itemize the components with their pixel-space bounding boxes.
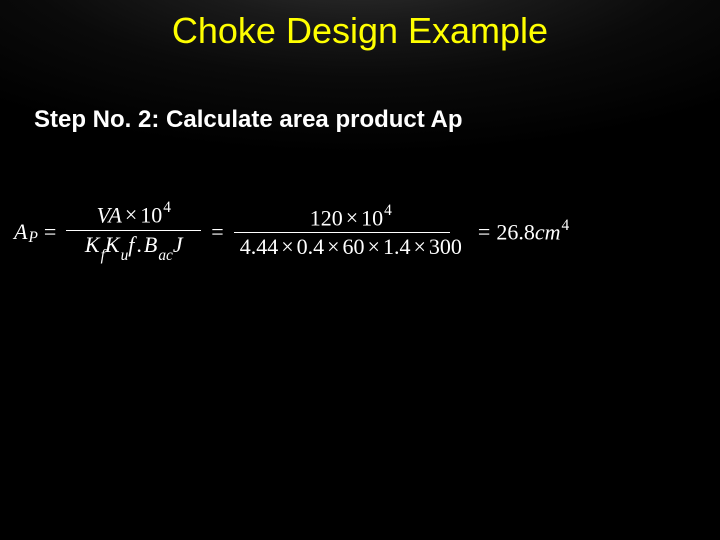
fraction-symbolic: VA×104 KfKuf.BacJ bbox=[66, 200, 201, 264]
lhs-sub-P: P bbox=[28, 229, 37, 247]
num-ten-1: 10 bbox=[140, 202, 162, 227]
den-mult-d: × bbox=[413, 234, 425, 259]
den-4.44: 4.44 bbox=[240, 234, 279, 259]
step-heading: Step No. 2: Calculate area product Ap bbox=[34, 106, 463, 134]
den-Kf-sub: f bbox=[101, 247, 105, 264]
num-120: 120 bbox=[310, 205, 343, 230]
den-0.4: 0.4 bbox=[297, 234, 325, 259]
den-mult-a: × bbox=[281, 234, 293, 259]
num-ten-2: 10 bbox=[361, 205, 383, 230]
num-VA: VA bbox=[97, 202, 122, 227]
equals-3: = bbox=[478, 219, 490, 245]
fraction-numeric: 120×104 4.44×0.4×60×1.4×300 bbox=[234, 203, 468, 262]
den-mult-c: × bbox=[368, 234, 380, 259]
equals-1: = bbox=[44, 219, 56, 245]
slide: Choke Design Example Step No. 2: Calcula… bbox=[0, 0, 720, 540]
den-J: J bbox=[173, 232, 183, 257]
lhs-symbol: AP bbox=[14, 219, 38, 245]
slide-title: Choke Design Example bbox=[0, 10, 720, 52]
lhs-A: A bbox=[14, 219, 27, 245]
equals-2: = bbox=[211, 219, 223, 245]
result-unit: cm bbox=[535, 220, 561, 245]
result: 26.8cm4 bbox=[496, 218, 569, 245]
result-value: 26.8 bbox=[496, 220, 535, 245]
equation: AP = VA×104 KfKuf.BacJ = 120×104 4. bbox=[14, 200, 569, 264]
den-Kf: K bbox=[85, 232, 100, 257]
frac1-denominator: KfKuf.BacJ bbox=[79, 231, 189, 264]
frac2-numerator: 120×104 bbox=[304, 203, 398, 233]
den-Ku-sub: u bbox=[121, 247, 129, 264]
den-Bac-sub: ac bbox=[158, 247, 173, 264]
num-mult-1: × bbox=[125, 202, 137, 227]
num-mult-2: × bbox=[346, 205, 358, 230]
num-exp-2: 4 bbox=[384, 202, 392, 219]
den-mult-b: × bbox=[327, 234, 339, 259]
frac2-denominator: 4.44×0.4×60×1.4×300 bbox=[234, 233, 468, 261]
den-60: 60 bbox=[343, 234, 365, 259]
num-exp-1: 4 bbox=[163, 199, 171, 216]
den-f: f bbox=[128, 232, 134, 257]
den-1.4: 1.4 bbox=[383, 234, 411, 259]
den-Bac: B bbox=[144, 232, 157, 257]
result-exp: 4 bbox=[561, 217, 569, 234]
den-Ku: K bbox=[105, 232, 120, 257]
den-dot: . bbox=[136, 232, 142, 257]
frac1-numerator: VA×104 bbox=[91, 200, 177, 230]
den-300: 300 bbox=[429, 234, 462, 259]
